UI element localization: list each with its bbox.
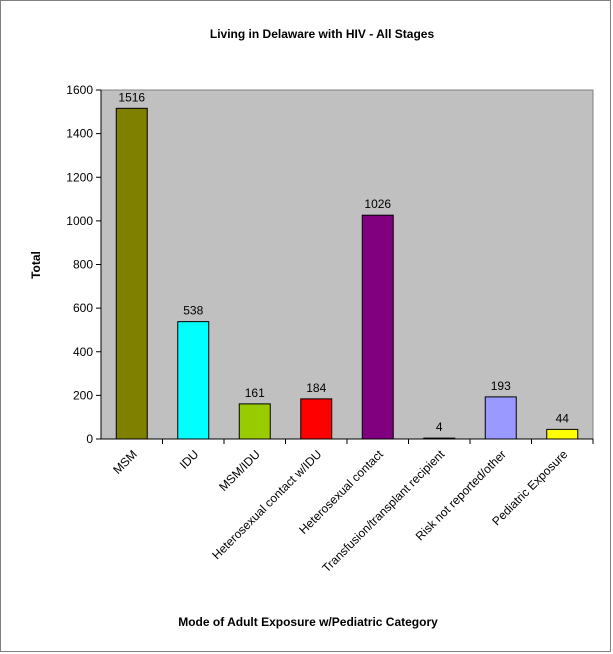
x-tick-label: MSM — [110, 447, 140, 477]
x-tick-label: IDU — [177, 447, 202, 472]
y-tick-label: 400 — [73, 345, 93, 359]
bar-idu — [177, 321, 210, 440]
y-tick-label: 800 — [73, 258, 93, 272]
y-axis-title: Total — [29, 251, 43, 279]
data-label: 193 — [491, 379, 511, 393]
data-label: 184 — [306, 381, 326, 395]
bars: 1516 538 161 184 1026 4 193 44 — [115, 90, 579, 440]
bar-heterosexual-contact-w-idu — [300, 398, 333, 440]
y-tick-label: 1600 — [66, 83, 93, 97]
plot-area — [100, 89, 594, 440]
x-tick-label: MSM/IDU — [216, 447, 263, 494]
y-tick-label: 0 — [86, 432, 93, 446]
x-tick-label: Transfusion/transplant recipient — [319, 447, 447, 575]
bar-msm-idu — [238, 403, 271, 440]
data-label: 4 — [436, 420, 443, 434]
x-axis-title: Mode of Adult Exposure w/Pediatric Categ… — [178, 615, 438, 629]
data-label: 538 — [183, 304, 203, 318]
y-tick-label: 1400 — [66, 127, 93, 141]
data-label: 1026 — [364, 197, 391, 211]
y-tick-label: 1000 — [66, 214, 93, 228]
chart-title: Living in Delaware with HIV - All Stages — [210, 27, 435, 41]
data-label: 161 — [245, 386, 265, 400]
bar-pediatric-exposure — [546, 428, 579, 440]
y-axis: 0 200 400 600 800 1000 1200 1400 1600 — [66, 83, 102, 446]
y-tick-label: 1200 — [66, 170, 93, 184]
bar-risk-not-reported-other — [484, 396, 517, 440]
bar-msm — [115, 107, 148, 440]
data-label: 1516 — [118, 90, 145, 104]
bar-heterosexual-contact — [361, 214, 394, 440]
x-tick-label: Heterosexual contact w/IDU — [209, 447, 324, 562]
data-label: 44 — [556, 411, 570, 425]
y-tick-label: 200 — [73, 388, 93, 402]
y-tick-label: 600 — [73, 301, 93, 315]
